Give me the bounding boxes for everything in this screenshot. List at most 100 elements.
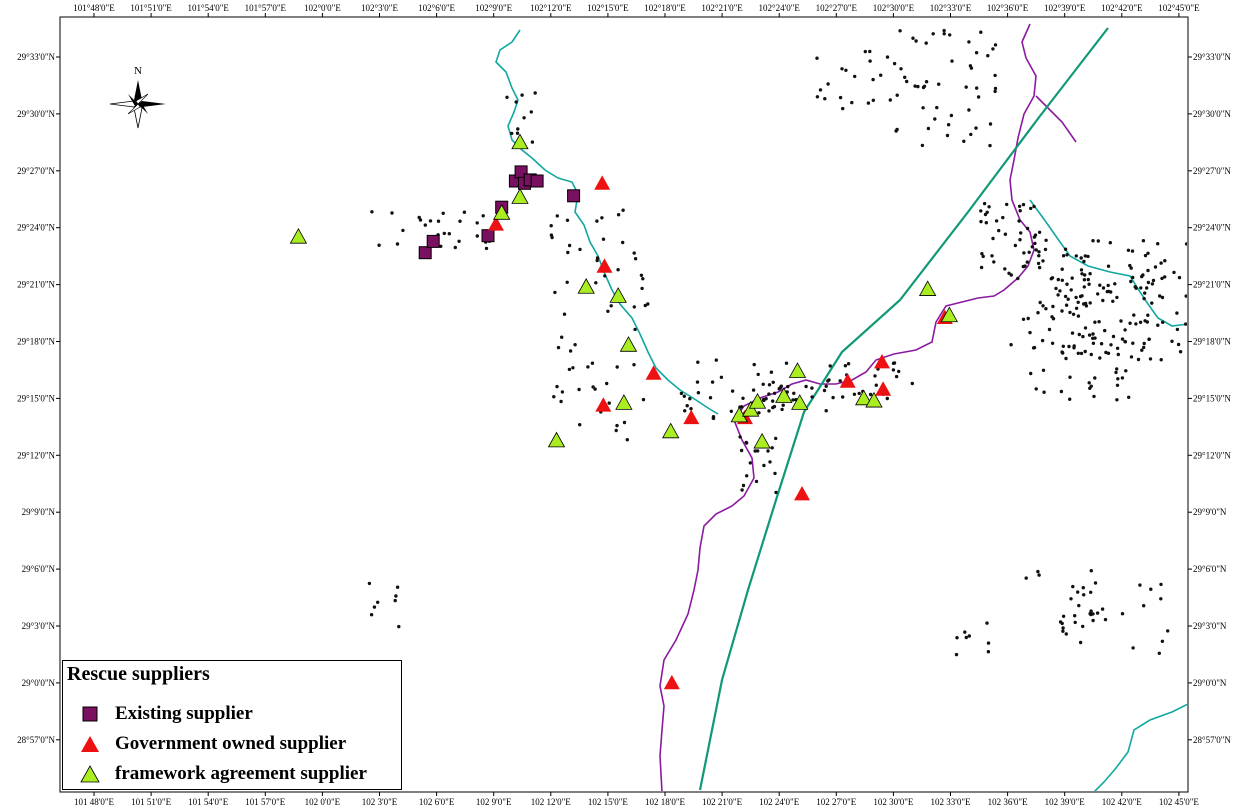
settlement-dot — [926, 126, 931, 131]
settlement-dot — [810, 386, 814, 390]
settlement-dot — [1060, 621, 1064, 626]
settlement-dot — [1017, 204, 1022, 208]
top-tick-label: 102°27'0"E — [816, 3, 858, 13]
settlement-dot — [606, 309, 610, 313]
settlement-dot — [1132, 313, 1136, 317]
settlement-dot — [453, 245, 457, 250]
settlement-dot — [1061, 351, 1065, 355]
top-tick-label: 102°42'0"E — [1101, 3, 1143, 13]
settlement-dot — [1140, 348, 1144, 352]
settlement-dot — [1079, 268, 1084, 272]
right-tick-label: 29°21'0"N — [1193, 280, 1231, 290]
settlement-dot — [565, 218, 570, 222]
settlement-dot — [739, 448, 744, 453]
settlement-dot — [899, 67, 903, 71]
government-supplier-marker — [596, 258, 613, 273]
settlement-dot — [505, 95, 509, 100]
settlement-dot — [1145, 286, 1149, 290]
settlement-dot — [516, 127, 520, 131]
settlement-dot — [1033, 233, 1038, 237]
settlement-dot — [600, 216, 604, 220]
settlement-dot — [1119, 319, 1123, 323]
settlement-dot — [621, 240, 625, 245]
settlement-dot — [1111, 299, 1115, 303]
settlement-dot — [895, 127, 899, 132]
settlement-dot — [774, 490, 778, 495]
settlement-dot — [1071, 584, 1075, 589]
settlement-dot — [963, 630, 967, 634]
settlement-dot — [1083, 326, 1088, 330]
settlement-dot — [1018, 238, 1022, 242]
settlement-dot — [1093, 336, 1097, 340]
settlement-dot — [1120, 612, 1125, 616]
right-tick-label: 28°57'0"N — [1193, 735, 1231, 745]
settlement-dot — [1081, 334, 1085, 339]
top-tick-label: 102°39'0"E — [1044, 3, 1086, 13]
settlement-dot — [475, 234, 479, 238]
settlement-dot — [1131, 275, 1135, 280]
settlement-dot — [394, 594, 398, 598]
settlement-dot — [974, 51, 979, 55]
settlement-dot — [590, 361, 595, 365]
settlement-dot — [553, 290, 557, 295]
settlement-dot — [1034, 248, 1038, 252]
settlement-dot — [898, 29, 902, 33]
settlement-dot — [853, 74, 857, 79]
settlement-dot — [577, 387, 581, 392]
left-tick-label: 29°21'0"N — [17, 280, 55, 290]
settlement-dot — [550, 235, 554, 240]
settlement-dot — [762, 463, 766, 468]
square-marker-icon — [79, 703, 101, 725]
settlement-dot — [1041, 304, 1045, 308]
settlement-dot — [1018, 209, 1022, 213]
settlement-dot — [866, 101, 871, 105]
settlement-dot — [1103, 617, 1108, 622]
left-tick-label: 28°57'0"N — [17, 735, 55, 745]
settlement-dot — [1051, 304, 1055, 309]
settlement-dot — [822, 388, 827, 393]
settlement-dot — [1158, 294, 1162, 298]
legend-label-framework: framework agreement supplier — [115, 763, 367, 784]
bottom-tick-label: 102 27'0"E — [816, 797, 857, 807]
government-supplier-marker — [594, 175, 611, 190]
bottom-tick-label: 102 3'0"E — [362, 797, 398, 807]
framework-supplier-marker — [577, 278, 595, 294]
settlement-dot — [377, 243, 381, 247]
settlement-dot — [719, 375, 724, 379]
settlement-dot — [605, 381, 609, 386]
settlement-dot — [1115, 295, 1119, 300]
settlement-dot — [1001, 215, 1005, 220]
framework-supplier-marker — [940, 306, 959, 323]
settlement-dot — [1097, 320, 1101, 324]
settlement-dot — [1022, 251, 1026, 255]
settlement-dot — [852, 392, 857, 396]
right-tick-label: 29°9'0"N — [1193, 507, 1227, 517]
settlement-dot — [784, 361, 789, 365]
settlement-dot — [1166, 629, 1170, 633]
framework-supplier-markers — [289, 133, 959, 449]
settlement-dot — [1134, 286, 1138, 290]
settlement-dot — [1050, 341, 1055, 345]
settlement-dot — [1093, 581, 1098, 585]
settlement-dot — [1115, 346, 1120, 350]
settlement-dot — [1157, 651, 1162, 655]
settlement-dot — [462, 210, 467, 214]
top-tick-label: 102°15'0"E — [587, 3, 629, 13]
government-supplier-marker — [839, 373, 856, 388]
settlement-dot — [1021, 264, 1025, 269]
settlement-dot — [439, 244, 443, 248]
government-supplier-marker — [794, 485, 811, 501]
settlement-dot — [1176, 342, 1181, 347]
settlement-dot — [1073, 620, 1077, 625]
settlement-dot — [1025, 260, 1030, 264]
settlement-dot — [768, 460, 772, 464]
settlement-dot — [573, 343, 577, 347]
settlement-dot — [1141, 273, 1145, 277]
settlement-dot — [1082, 259, 1086, 264]
settlement-dot — [1115, 383, 1120, 387]
bottom-tick-label: 102 6'0"E — [419, 797, 455, 807]
settlement-dot — [1089, 384, 1093, 388]
settlement-dot — [395, 242, 400, 246]
settlement-dot — [566, 250, 570, 255]
settlement-dot — [562, 312, 567, 316]
